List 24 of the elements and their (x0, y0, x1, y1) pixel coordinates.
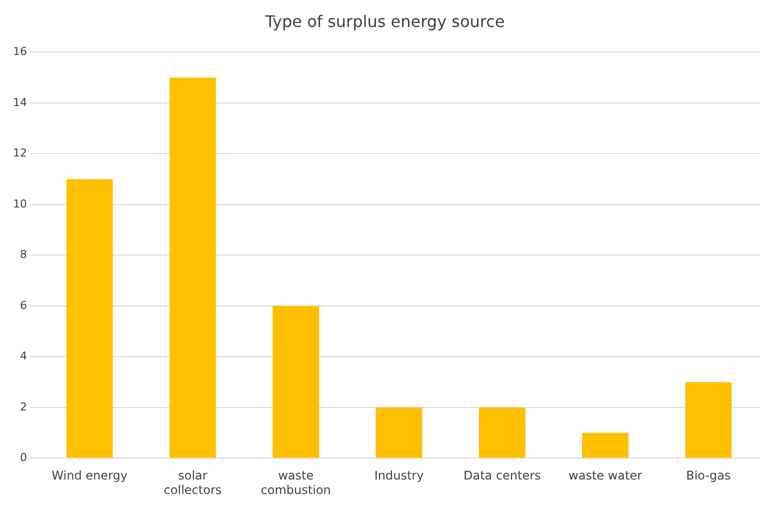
x-tick-label: Data centers (463, 468, 541, 483)
y-tick-label: 10 (12, 197, 27, 210)
chart-title: Type of surplus energy source (264, 12, 505, 31)
bar (272, 306, 320, 458)
bar (376, 407, 422, 458)
y-tick-label: 0 (20, 451, 27, 464)
y-tick-label: 4 (20, 350, 27, 363)
y-tick-label: 2 (20, 400, 27, 414)
y-tick-label: 6 (20, 298, 27, 312)
y-tick-label: 12 (12, 146, 27, 160)
bar (685, 382, 732, 458)
y-tick-label: 8 (20, 248, 27, 262)
bar (66, 179, 113, 458)
y-tick-label: 16 (12, 45, 27, 58)
bar (582, 432, 628, 458)
x-tick-label: Industry (374, 468, 424, 483)
x-tick-label: Wind energy (52, 468, 128, 483)
bar (170, 78, 216, 458)
x-tick-label: waste water (568, 468, 642, 483)
x-tick-label: Bio-gas (686, 468, 731, 483)
x-tick-label: waste combustion (260, 468, 331, 497)
x-tick-label: solar collectors (164, 468, 222, 497)
bar (478, 407, 526, 458)
y-tick-label: 14 (12, 96, 27, 109)
